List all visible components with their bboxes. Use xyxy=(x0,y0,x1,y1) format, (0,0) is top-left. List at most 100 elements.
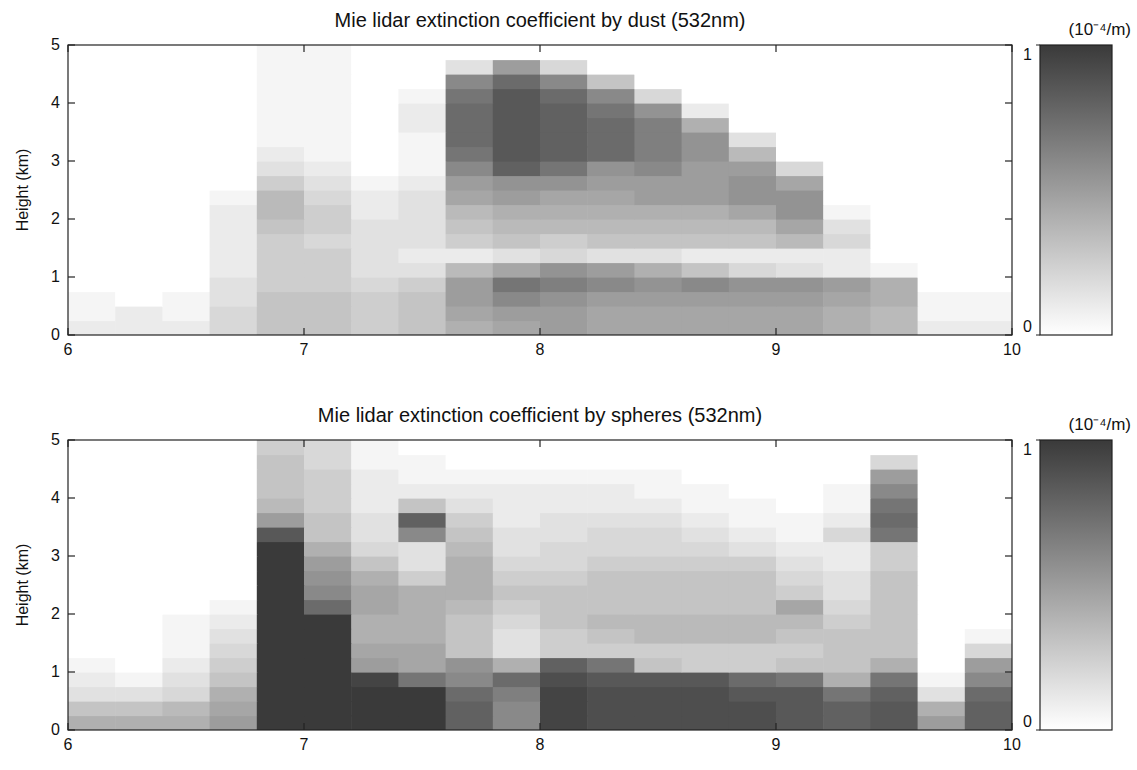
cell xyxy=(68,234,116,249)
cell xyxy=(446,118,494,133)
cell xyxy=(776,321,824,336)
cell xyxy=(210,687,258,702)
cell xyxy=(398,658,446,673)
cell xyxy=(398,571,446,586)
cell xyxy=(68,292,116,307)
cell xyxy=(68,469,116,484)
x-tick xyxy=(775,723,776,730)
cell xyxy=(870,542,918,557)
cell xyxy=(257,542,305,557)
cell xyxy=(115,103,163,118)
title: Mie lidar extinction coefficient by sphe… xyxy=(318,404,762,426)
cell xyxy=(162,161,210,176)
cell xyxy=(115,440,163,455)
cell xyxy=(162,103,210,118)
cell xyxy=(540,440,588,455)
cell xyxy=(398,74,446,89)
cell xyxy=(257,556,305,571)
cell xyxy=(493,190,541,205)
cell xyxy=(351,440,399,455)
cell xyxy=(682,527,730,542)
cell xyxy=(776,89,824,104)
cell xyxy=(68,585,116,600)
cells xyxy=(68,45,1012,335)
cell xyxy=(587,132,635,147)
cell xyxy=(351,45,399,60)
cell xyxy=(210,147,258,162)
cell xyxy=(398,687,446,702)
cell xyxy=(68,498,116,513)
cell xyxy=(587,556,635,571)
cell xyxy=(257,687,305,702)
colorbar-tick xyxy=(1036,45,1040,46)
cell xyxy=(304,484,352,499)
cell xyxy=(682,277,730,292)
cell xyxy=(918,161,966,176)
cell xyxy=(634,190,682,205)
cell xyxy=(729,89,777,104)
cell xyxy=(68,60,116,75)
cell xyxy=(729,205,777,220)
cell xyxy=(351,571,399,586)
cell xyxy=(68,132,116,147)
cell xyxy=(965,614,1012,629)
cell xyxy=(918,118,966,133)
y-tick xyxy=(68,160,75,161)
cell xyxy=(870,161,918,176)
cell xyxy=(729,484,777,499)
cell xyxy=(776,571,824,586)
cell xyxy=(823,469,871,484)
cell xyxy=(257,263,305,278)
cell xyxy=(965,103,1012,118)
cell xyxy=(729,455,777,470)
cell xyxy=(918,469,966,484)
cell xyxy=(162,277,210,292)
cell xyxy=(634,571,682,586)
cell xyxy=(210,498,258,513)
cell xyxy=(870,248,918,263)
cell xyxy=(776,234,824,249)
cell xyxy=(68,513,116,528)
cell xyxy=(210,716,258,731)
cell xyxy=(115,263,163,278)
cell xyxy=(68,629,116,644)
cell xyxy=(965,147,1012,162)
cell xyxy=(823,234,871,249)
cell xyxy=(682,219,730,234)
cell xyxy=(210,263,258,278)
cell xyxy=(587,263,635,278)
cell xyxy=(918,643,966,658)
cell xyxy=(304,672,352,687)
cell xyxy=(918,600,966,615)
cell xyxy=(634,74,682,89)
cell xyxy=(210,248,258,263)
cell xyxy=(823,205,871,220)
cell xyxy=(870,716,918,731)
cell xyxy=(351,74,399,89)
cell xyxy=(162,701,210,716)
cell xyxy=(729,103,777,118)
y-tick xyxy=(1005,497,1012,498)
cell xyxy=(446,219,494,234)
x-tick xyxy=(1011,723,1012,730)
cell xyxy=(68,687,116,702)
cell xyxy=(162,89,210,104)
y-tick xyxy=(1005,218,1012,219)
cell xyxy=(870,614,918,629)
cell xyxy=(682,60,730,75)
cell xyxy=(304,118,352,133)
cell xyxy=(257,60,305,75)
y-tick xyxy=(68,334,75,335)
cell xyxy=(965,469,1012,484)
cell xyxy=(682,585,730,600)
cell xyxy=(115,498,163,513)
cell xyxy=(965,118,1012,133)
cell xyxy=(587,103,635,118)
cell xyxy=(493,60,541,75)
cell xyxy=(634,701,682,716)
cell xyxy=(210,585,258,600)
cell xyxy=(446,190,494,205)
cell xyxy=(870,585,918,600)
cell xyxy=(257,321,305,336)
cell xyxy=(918,147,966,162)
